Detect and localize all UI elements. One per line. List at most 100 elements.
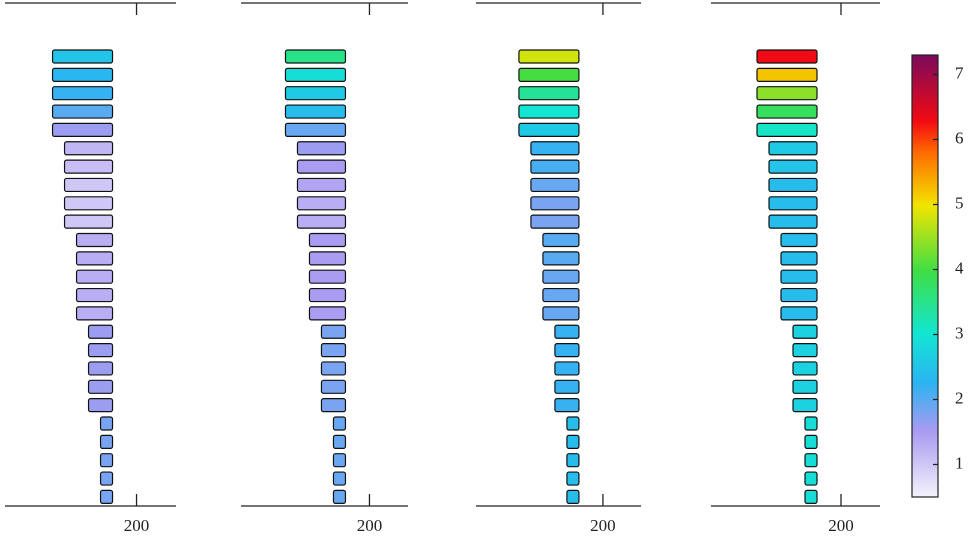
block [332, 489, 347, 504]
block [87, 324, 114, 339]
block [99, 434, 114, 449]
block [756, 67, 818, 82]
block [63, 177, 114, 193]
block [768, 141, 818, 156]
block [75, 269, 114, 284]
block [756, 104, 818, 119]
block [780, 269, 818, 284]
block [804, 489, 818, 504]
block [308, 251, 347, 266]
block [63, 159, 114, 174]
block [780, 306, 818, 321]
block [87, 343, 114, 358]
block [804, 416, 818, 431]
block [554, 324, 580, 339]
block [284, 67, 347, 82]
block [75, 306, 114, 321]
block [542, 251, 580, 266]
block [792, 324, 818, 339]
block [530, 177, 580, 193]
colorbar-tick-label: 1 [955, 453, 964, 472]
block [51, 49, 114, 64]
block [63, 141, 114, 156]
block [530, 141, 580, 156]
block [554, 361, 580, 376]
block [518, 104, 580, 119]
block [284, 49, 347, 64]
block [530, 214, 580, 229]
x-tick-label: 200 [828, 516, 854, 535]
block [284, 86, 347, 101]
block [87, 361, 114, 376]
block [566, 471, 580, 486]
block [768, 177, 818, 193]
block [756, 49, 818, 64]
block [63, 214, 114, 229]
block [332, 434, 347, 449]
block [75, 251, 114, 266]
block [308, 232, 347, 248]
block [99, 471, 114, 486]
block [566, 416, 580, 431]
block [99, 416, 114, 431]
block [284, 104, 347, 119]
block [780, 287, 818, 303]
block [99, 489, 114, 504]
colorbar-tick-label: 3 [955, 323, 964, 342]
block [75, 287, 114, 303]
block [308, 287, 347, 303]
block [530, 159, 580, 174]
block [332, 471, 347, 486]
block [75, 232, 114, 248]
block [768, 214, 818, 229]
colorbar-tick-label: 7 [955, 63, 964, 82]
block [756, 86, 818, 101]
block [296, 177, 347, 193]
block [792, 361, 818, 376]
block [530, 196, 580, 211]
block [542, 232, 580, 248]
block [542, 269, 580, 284]
block [542, 287, 580, 303]
block [308, 269, 347, 284]
block [566, 453, 580, 468]
block [99, 453, 114, 468]
block [756, 122, 818, 138]
x-tick-label: 200 [124, 516, 150, 535]
colorbar-tick-label: 4 [955, 258, 964, 277]
block [780, 251, 818, 266]
block [320, 361, 347, 376]
block [792, 379, 818, 394]
block [320, 343, 347, 358]
block [518, 49, 580, 64]
block [308, 306, 347, 321]
colorbar-tick-label: 5 [955, 193, 964, 212]
x-tick-label: 200 [590, 516, 616, 535]
x-tick-label: 200 [357, 516, 383, 535]
block [296, 196, 347, 211]
colorbar-tick-label: 2 [955, 388, 964, 407]
block [768, 196, 818, 211]
block [284, 122, 347, 138]
block [87, 379, 114, 394]
block [296, 214, 347, 229]
block [320, 324, 347, 339]
block [804, 434, 818, 449]
block [554, 398, 580, 413]
block [296, 159, 347, 174]
block [554, 379, 580, 394]
block [804, 453, 818, 468]
block [51, 67, 114, 82]
block [518, 86, 580, 101]
colorbar-tick-label: 6 [955, 128, 964, 147]
colorbar [911, 54, 939, 498]
block [792, 398, 818, 413]
block [554, 343, 580, 358]
block [51, 86, 114, 101]
block [87, 398, 114, 413]
block [296, 141, 347, 156]
block [780, 232, 818, 248]
block [320, 398, 347, 413]
block [518, 122, 580, 138]
